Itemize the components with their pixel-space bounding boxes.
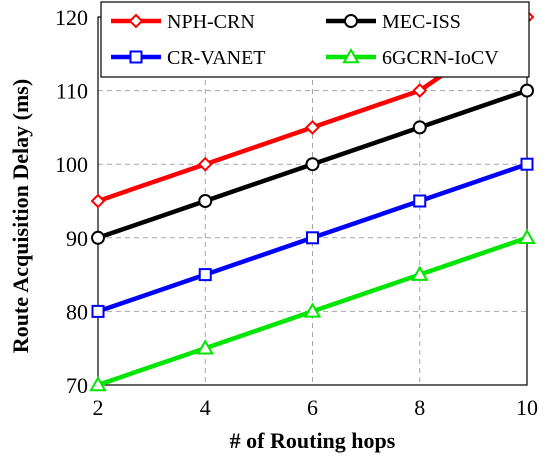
data-point-nph-crn [412, 83, 428, 99]
y-tick-label: 110 [56, 79, 88, 104]
legend-item-cr-vanet: CR-VANET [111, 47, 266, 69]
data-point-cr-vanet [520, 157, 534, 171]
data-point-nph-crn [305, 119, 320, 135]
y-axis-title: Route Acquisition Delay (ms) [8, 79, 33, 353]
legend-marker-cr-vanet [129, 50, 143, 64]
x-tick-label: 8 [414, 395, 425, 420]
data-point-6gcrn-iocv [196, 339, 214, 355]
legend-label: NPH-CRN [167, 11, 255, 33]
series-markers [89, 9, 536, 392]
data-point-cr-vanet [413, 194, 427, 208]
x-tick-label: 10 [516, 395, 538, 420]
y-tick-label: 70 [66, 373, 88, 398]
legend: NPH-CRN MEC-ISS CR-VANET 6GCRN-IoCV [100, 1, 530, 78]
data-point-mec-iss [198, 194, 213, 208]
y-tick-label: 120 [55, 5, 88, 30]
legend-marker-mec-iss [344, 14, 358, 28]
legend-item-mec-iss: MEC-ISS [326, 11, 461, 33]
data-point-cr-vanet [198, 268, 212, 282]
legend-marker-nph-crn [128, 13, 144, 29]
x-axis-title: # of Routing hops [230, 428, 396, 453]
data-point-mec-iss [91, 230, 105, 245]
y-tick-label: 90 [66, 226, 88, 251]
data-point-cr-vanet [91, 304, 105, 318]
axis-ticks: 2 4 6 8 10 70 80 90 100 110 120 [55, 5, 538, 420]
x-tick-label: 2 [93, 395, 104, 420]
legend-label: MEC-ISS [382, 11, 461, 33]
data-point-nph-crn [90, 193, 106, 209]
legend-label: 6GCRN-IoCV [382, 47, 499, 69]
data-point-nph-crn [197, 156, 213, 172]
data-point-mec-iss [520, 83, 534, 98]
y-tick-label: 80 [66, 299, 88, 324]
data-point-cr-vanet [306, 231, 319, 245]
legend-item-6gcrn-iocv: 6GCRN-IoCV [326, 47, 499, 69]
data-point-6gcrn-iocv [89, 375, 107, 392]
data-point-mec-iss [305, 157, 320, 172]
data-point-6gcrn-iocv [518, 228, 536, 245]
legend-box [100, 1, 530, 78]
legend-marker-6gcrn-iocv [342, 47, 360, 64]
x-tick-label: 6 [307, 395, 318, 420]
data-point-6gcrn-iocv [411, 265, 429, 281]
y-tick-label: 100 [55, 152, 88, 177]
legend-label: CR-VANET [167, 47, 266, 69]
legend-item-nph-crn: NPH-CRN [111, 11, 255, 33]
data-point-6gcrn-iocv [303, 302, 322, 318]
x-tick-label: 4 [200, 395, 211, 420]
data-point-mec-iss [412, 120, 427, 135]
